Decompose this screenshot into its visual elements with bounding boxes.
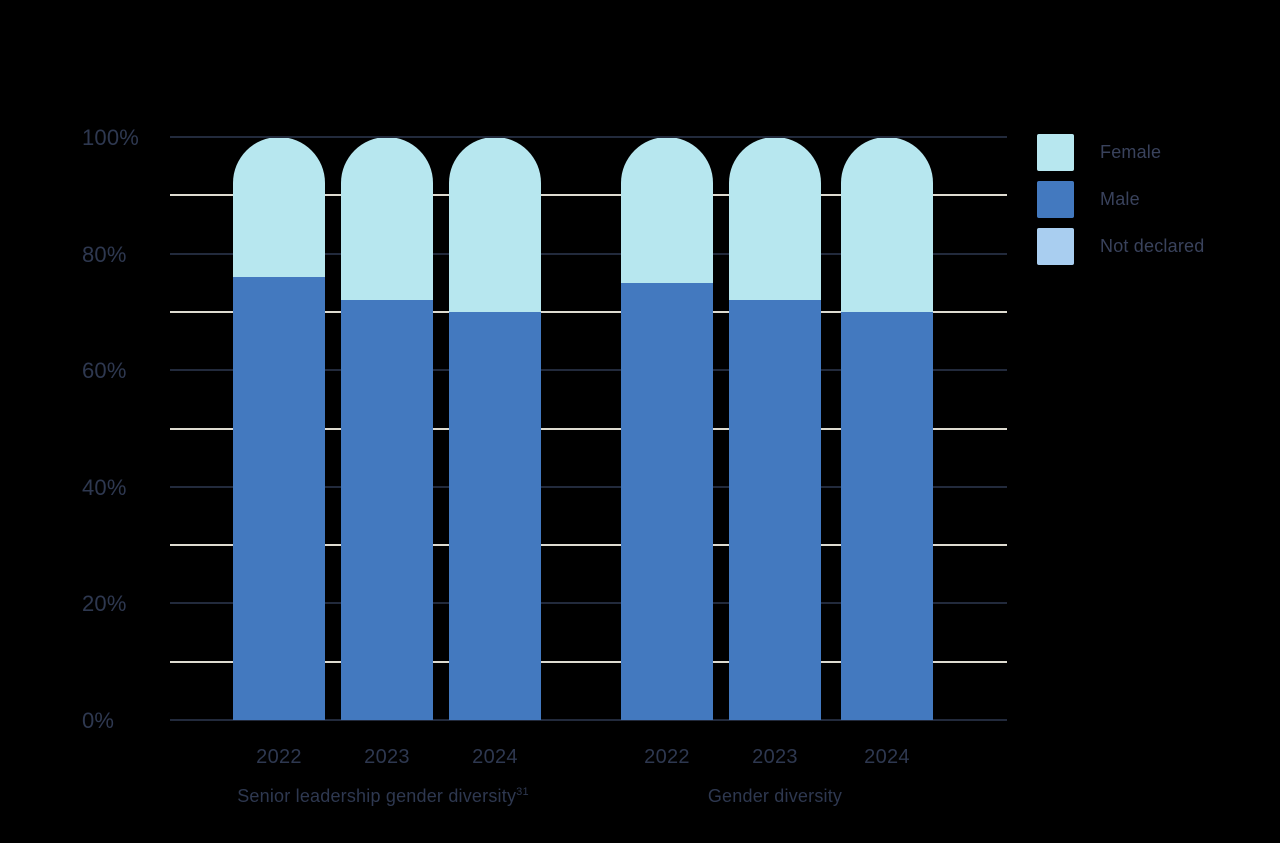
y-axis-label-0pct: 0% bbox=[82, 708, 115, 733]
segment-male bbox=[341, 300, 433, 720]
footnote-marker: 31 bbox=[516, 786, 529, 798]
x-axis-label-2022: 2022 bbox=[644, 746, 690, 768]
legend-label: Male bbox=[1100, 189, 1140, 209]
x-axis-label-2023: 2023 bbox=[364, 746, 410, 768]
segment-male bbox=[841, 311, 933, 720]
y-axis-label-80pct: 80% bbox=[82, 241, 127, 267]
gridline-0pct bbox=[170, 719, 1007, 721]
x-axis-label-2023: 2023 bbox=[752, 746, 798, 768]
gridline-90pct bbox=[170, 194, 1007, 197]
group-label-gender-diversity: Gender diversity bbox=[707, 786, 843, 806]
x-axis-label-2024: 2024 bbox=[864, 746, 910, 768]
bar-gender-diversity-2022 bbox=[621, 137, 713, 720]
bar-gender-diversity-2024 bbox=[841, 137, 933, 720]
bar-senior-leadership-gender-diversity-2024 bbox=[449, 137, 541, 720]
segment-male bbox=[449, 311, 541, 720]
legend-swatch-male bbox=[1037, 181, 1074, 218]
legend-label: Female bbox=[1100, 142, 1162, 162]
gridline-20pct bbox=[170, 602, 1007, 605]
gridline-70pct bbox=[170, 310, 1007, 313]
gridline-50pct bbox=[170, 427, 1007, 430]
gridline-30pct bbox=[170, 544, 1007, 547]
gridline-10pct bbox=[170, 660, 1007, 663]
bar-senior-leadership-gender-diversity-2022 bbox=[233, 137, 325, 720]
bar-senior-leadership-gender-diversity-2023 bbox=[341, 137, 433, 720]
y-axis-label-40pct: 40% bbox=[82, 474, 127, 500]
gridline-80pct bbox=[170, 252, 1007, 255]
bar-gender-diversity-2023 bbox=[729, 137, 821, 720]
y-axis-label-100pct: 100% bbox=[82, 125, 140, 150]
x-axis-label-2022: 2022 bbox=[256, 746, 302, 768]
y-axis-label-60pct: 60% bbox=[82, 358, 127, 384]
y-axis-label-20pct: 20% bbox=[82, 591, 127, 617]
legend-swatch-not-declared bbox=[1037, 228, 1074, 265]
segment-male bbox=[621, 282, 713, 720]
group-label-senior-leadership: Senior leadership gender diversity31 bbox=[237, 786, 529, 806]
legend-swatch-female bbox=[1037, 134, 1074, 171]
segment-male bbox=[233, 276, 325, 720]
x-axis-label-2024: 2024 bbox=[472, 746, 518, 768]
legend-label: Not declared bbox=[1100, 236, 1205, 256]
gridline-100pct bbox=[170, 136, 1007, 138]
gridline-40pct bbox=[170, 485, 1007, 488]
segment-male bbox=[729, 300, 821, 720]
gridline-60pct bbox=[170, 369, 1007, 372]
